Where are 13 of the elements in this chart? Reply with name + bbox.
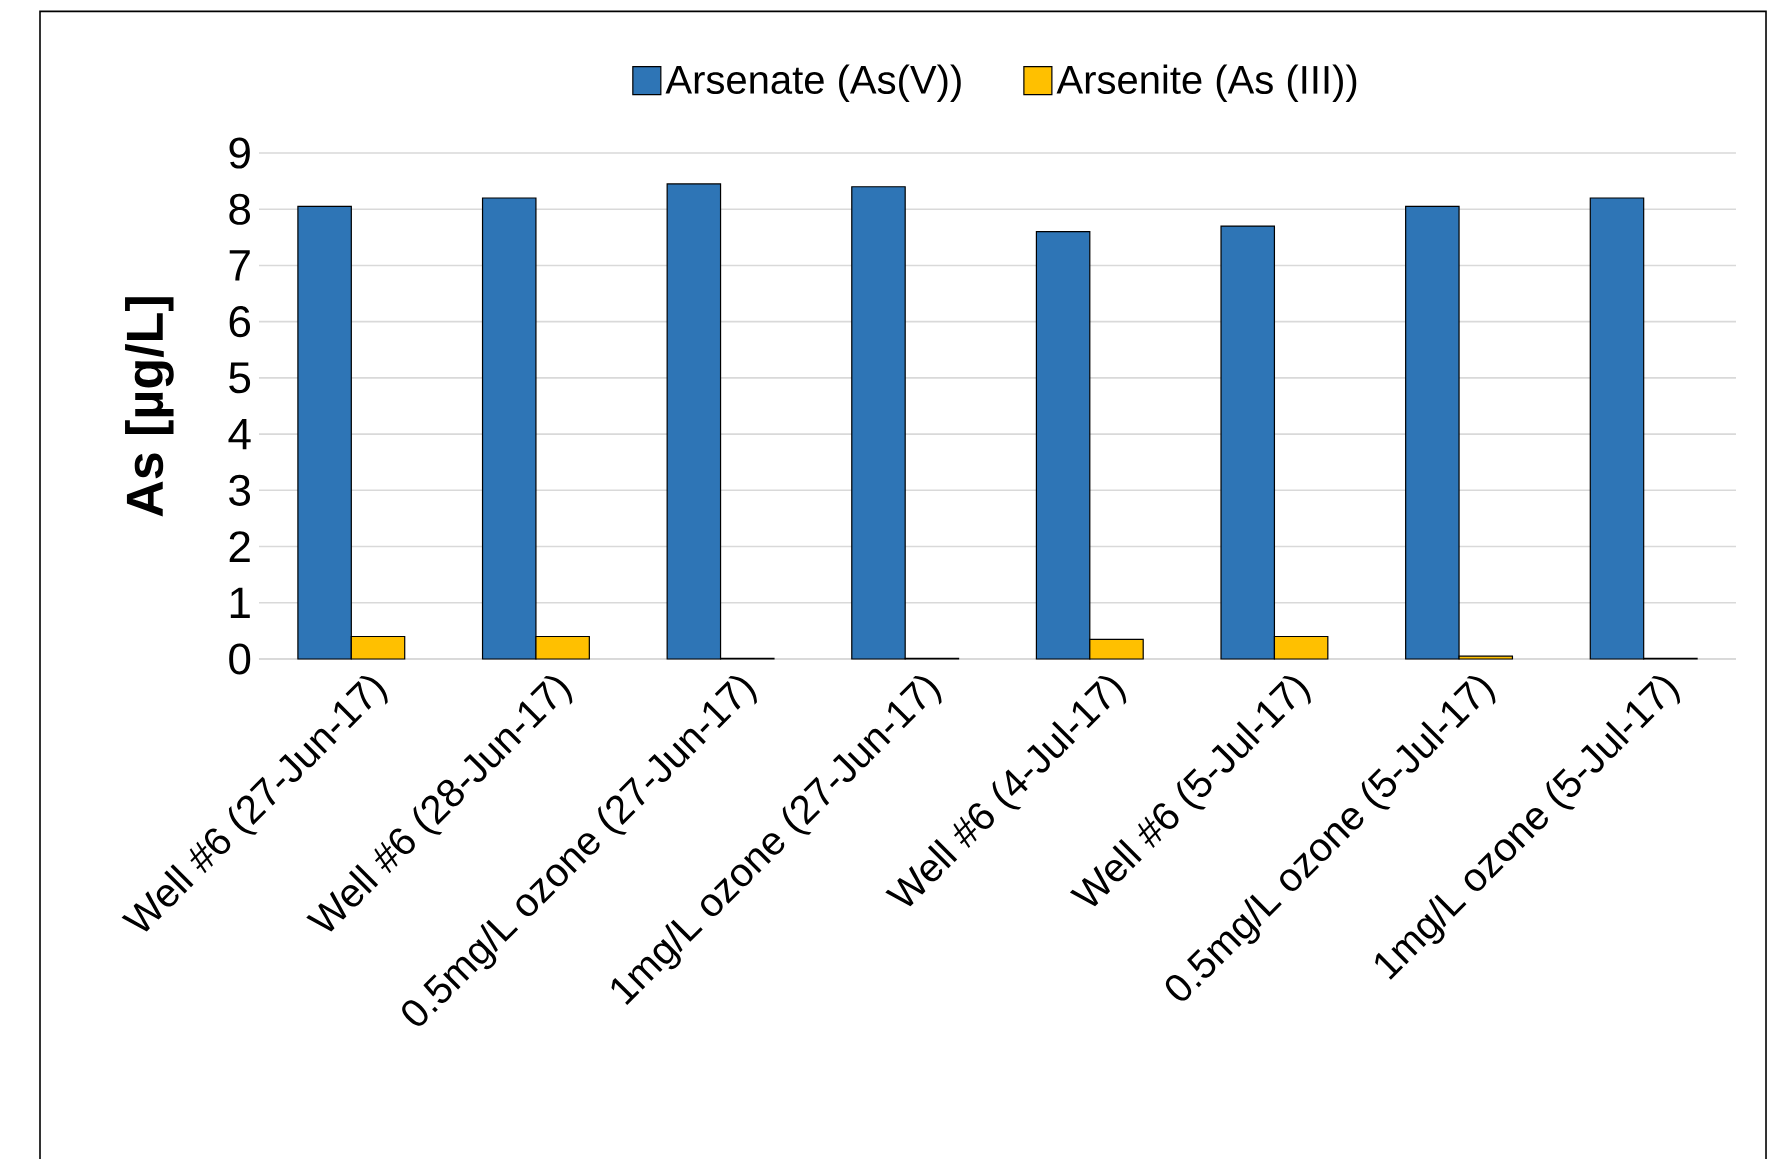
- y-tick-label: 6: [229, 306, 251, 338]
- legend-label: Arsenite (As (III)): [1056, 64, 1357, 102]
- legend-label: Arsenate (As(V)): [665, 64, 961, 102]
- y-tick-label: 9: [229, 137, 250, 169]
- y-tick-label: 3: [229, 474, 251, 506]
- y-tick-label: 1: [230, 587, 250, 618]
- y-tick-label: 2: [229, 531, 250, 562]
- y-tick-label: 4: [228, 418, 251, 450]
- y-tick-label: 7: [229, 250, 250, 281]
- y-axis-title: As [µg/L]: [125, 297, 174, 517]
- y-tick-label: 5: [229, 362, 251, 394]
- y-tick-label: 8: [229, 193, 251, 225]
- y-tick-label: 0: [229, 643, 251, 675]
